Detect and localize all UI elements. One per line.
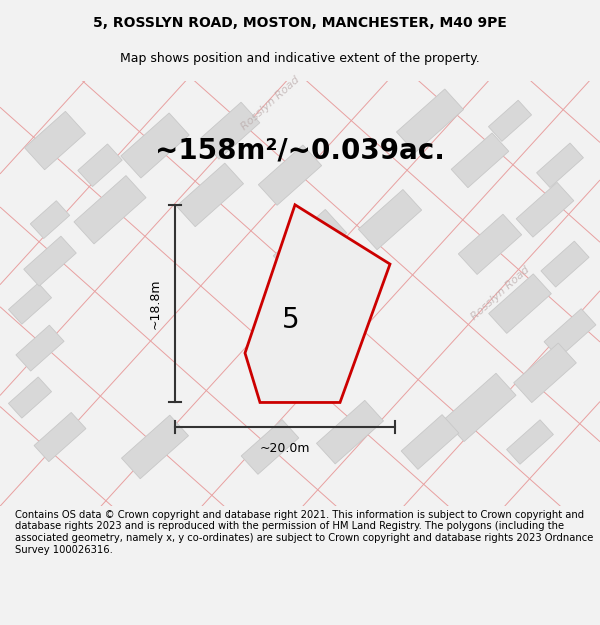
Polygon shape [78,144,122,187]
Text: ~20.0m: ~20.0m [260,442,310,456]
Polygon shape [34,412,86,462]
Polygon shape [488,274,551,333]
Polygon shape [241,419,299,474]
Text: 5, ROSSLYN ROAD, MOSTON, MANCHESTER, M40 9PE: 5, ROSSLYN ROAD, MOSTON, MANCHESTER, M40… [93,16,507,30]
Polygon shape [121,113,189,178]
Text: Map shows position and indicative extent of the property.: Map shows position and indicative extent… [120,52,480,65]
Polygon shape [514,343,577,402]
Polygon shape [506,420,553,464]
Polygon shape [8,283,52,324]
Polygon shape [245,205,390,402]
Polygon shape [24,236,76,286]
Polygon shape [401,414,459,469]
Polygon shape [516,182,574,237]
Polygon shape [176,163,244,227]
Polygon shape [273,209,347,279]
Polygon shape [25,111,85,170]
Polygon shape [121,415,188,479]
Polygon shape [358,189,422,250]
Polygon shape [544,309,596,358]
Polygon shape [444,373,516,442]
Text: Contains OS data © Crown copyright and database right 2021. This information is : Contains OS data © Crown copyright and d… [15,510,593,554]
Polygon shape [259,145,322,205]
Polygon shape [458,214,521,274]
Polygon shape [488,100,532,141]
Text: 5: 5 [282,306,300,334]
Text: ~158m²/~0.039ac.: ~158m²/~0.039ac. [155,136,445,164]
Polygon shape [316,401,383,464]
Polygon shape [8,377,52,418]
Polygon shape [74,176,146,244]
Text: Rosslyn Road: Rosslyn Road [239,74,301,132]
Polygon shape [16,325,64,371]
Text: Rosslyn Road: Rosslyn Road [469,265,531,322]
Polygon shape [541,241,589,287]
Text: ~18.8m: ~18.8m [149,278,161,329]
Polygon shape [536,143,583,188]
Polygon shape [451,133,509,188]
Polygon shape [397,89,464,152]
Polygon shape [31,201,70,239]
Polygon shape [200,102,260,159]
